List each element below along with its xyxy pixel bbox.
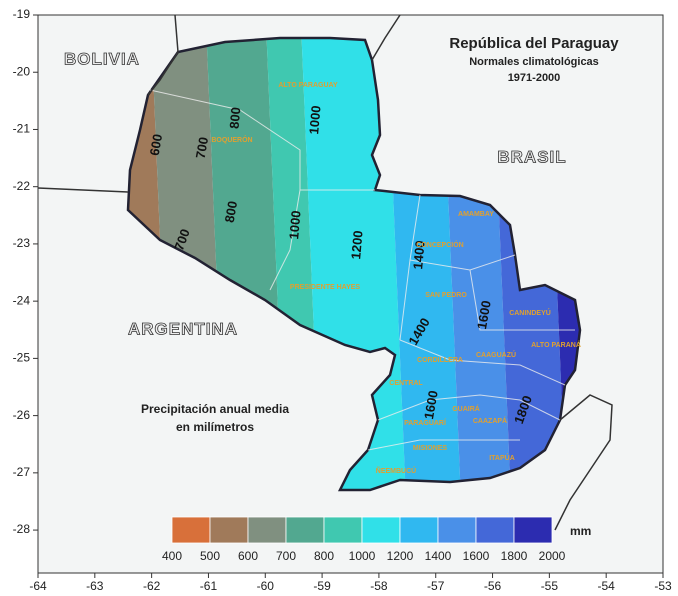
map-title: República del Paraguay: [449, 35, 619, 52]
y-tick-label: -27: [13, 465, 31, 479]
legend-label: 1400: [425, 549, 452, 563]
x-tick-label: -56: [484, 579, 502, 593]
y-tick-label: -19: [13, 7, 31, 21]
x-tick-label: -62: [143, 579, 161, 593]
legend-swatch: [323, 516, 363, 544]
country-borders: [37, 14, 613, 531]
y-tick-label: -25: [13, 351, 31, 365]
caption: Precipitación anual media: [141, 402, 289, 416]
country-label: ARGENTINA: [128, 319, 238, 338]
legend-swatch: [437, 516, 477, 544]
x-tick-label: -55: [541, 579, 559, 593]
department-label: ALTO PARANÁ: [531, 340, 581, 349]
y-tick-label: -20: [13, 64, 31, 78]
x-tick-label: -53: [654, 579, 672, 593]
x-tick-label: -61: [200, 579, 218, 593]
y-tick-label: -26: [13, 408, 31, 422]
legend-label: 700: [276, 549, 296, 563]
legend-swatch: [209, 516, 249, 544]
legend-swatch: [171, 516, 211, 544]
map-period: 1971-2000: [508, 72, 561, 84]
isohyet-label: 1600: [474, 299, 494, 330]
legend-label: 800: [314, 549, 334, 563]
country-label: BRASIL: [497, 147, 566, 166]
department-label: CANINDEYÚ: [509, 308, 551, 317]
y-tick-label: -21: [13, 122, 31, 136]
legend-label: 2000: [539, 549, 566, 563]
isohyet-label: 1000: [286, 210, 303, 240]
legend-swatch: [399, 516, 439, 544]
map-subtitle: Normales climatológicas: [469, 56, 599, 68]
x-tick-label: -54: [598, 579, 616, 593]
isohyet-label: 700: [171, 227, 193, 253]
department-label: CORDILLERA: [417, 357, 463, 364]
department-borders: [149, 89, 575, 451]
x-tick-label: -60: [257, 579, 275, 593]
x-tick-label: -58: [370, 579, 388, 593]
department-label: ÑEEMBUCÚ: [376, 466, 416, 475]
isohyet-label: 700: [193, 136, 212, 160]
department-label: ALTO PARAGUAY: [278, 82, 338, 89]
department-label: CENTRAL: [389, 380, 423, 387]
department-label: GUAIRÁ: [452, 404, 480, 413]
y-tick-label: -24: [13, 293, 31, 307]
legend-label: 1000: [349, 549, 376, 563]
legend-swatch: [285, 516, 325, 544]
isohyet-label: 1400: [410, 240, 427, 270]
legend-swatch: [247, 516, 287, 544]
legend-label: 400: [162, 549, 182, 563]
legend-label: 1200: [387, 549, 414, 563]
isohyet-label: 600: [147, 133, 166, 157]
y-tick-label: -23: [13, 236, 31, 250]
x-tick-label: -63: [86, 579, 104, 593]
department-label: CAAZAPÁ: [473, 416, 507, 425]
isohyet-label: 1000: [306, 105, 323, 135]
department-label: BOQUERÓN: [211, 135, 252, 144]
department-label: ITAPÚA: [489, 453, 515, 462]
isohyet-label: 800: [227, 106, 244, 129]
department-label: PARAGUARÍ: [404, 418, 447, 427]
paraguay-outline: [126, 36, 582, 492]
legend-swatch: [513, 516, 553, 544]
department-label: SAN PEDRO: [425, 292, 467, 299]
y-tick-label: -22: [13, 179, 31, 193]
department-label: CAAGUAZÚ: [476, 350, 516, 359]
legend-label: 1600: [463, 549, 490, 563]
legend-label: 500: [200, 549, 220, 563]
legend-label: 600: [238, 549, 258, 563]
x-tick-label: -57: [427, 579, 445, 593]
isohyet-label: 1200: [348, 230, 365, 260]
department-label: CONCEPCIÓN: [416, 240, 463, 249]
legend-swatch: [361, 516, 401, 544]
isohyet-label: 800: [222, 200, 241, 224]
x-tick-label: -59: [313, 579, 331, 593]
department-label: PRESIDENTE HAYES: [290, 284, 360, 291]
legend-swatch: [475, 516, 515, 544]
legend-unit: mm: [570, 524, 591, 538]
isohyet-label: 1600: [421, 389, 441, 420]
caption: en milímetros: [176, 420, 254, 434]
legend-label: 1800: [501, 549, 528, 563]
y-tick-label: -28: [13, 522, 31, 536]
department-label: AMAMBAY: [458, 211, 494, 218]
country-label: BOLIVIA: [64, 49, 140, 68]
department-label: MISIONES: [413, 445, 448, 452]
x-tick-label: -64: [29, 579, 47, 593]
